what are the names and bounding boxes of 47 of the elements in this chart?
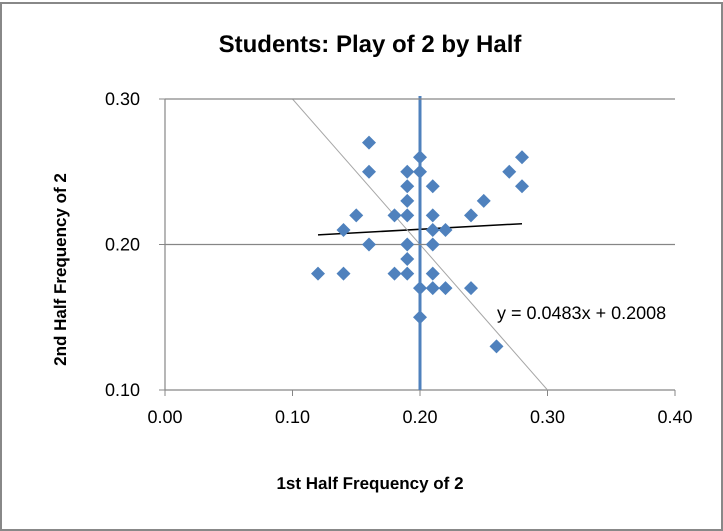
x-tick-label: 0.40 — [657, 407, 693, 427]
y-tick-label: 0.10 — [104, 380, 140, 400]
y-tick-label: 0.30 — [104, 89, 140, 109]
point — [336, 222, 350, 237]
x-tick-label: 0.10 — [274, 407, 310, 427]
point — [349, 208, 364, 222]
point — [502, 164, 516, 179]
point — [413, 150, 427, 164]
point — [413, 310, 427, 324]
point — [336, 266, 350, 281]
point — [426, 238, 440, 252]
chart-title: Students: Play of 2 by Half — [218, 31, 522, 58]
point — [476, 194, 491, 208]
y-tick-label: 0.20 — [104, 234, 140, 254]
point — [426, 179, 440, 194]
point — [438, 222, 452, 237]
point — [464, 281, 478, 296]
point — [426, 208, 440, 222]
point — [400, 194, 414, 208]
point — [413, 164, 427, 179]
point — [362, 136, 376, 150]
point — [388, 266, 402, 281]
annotation: y = 0.0483x + 0.2008 — [497, 303, 666, 323]
point — [400, 164, 414, 179]
point — [400, 238, 414, 252]
point — [400, 266, 414, 281]
point — [515, 150, 529, 164]
point — [388, 208, 402, 222]
point — [400, 179, 414, 194]
point — [311, 266, 325, 281]
point — [362, 164, 376, 179]
point — [426, 222, 440, 237]
point — [515, 179, 529, 194]
point — [426, 266, 440, 281]
point — [464, 208, 478, 222]
point — [426, 281, 440, 296]
point — [490, 339, 504, 354]
point — [362, 238, 376, 252]
point — [438, 281, 452, 296]
x-tick-label: 0.20 — [402, 407, 438, 427]
point — [400, 252, 414, 266]
x-axis-title: 1st Half Frequency of 2 — [276, 474, 464, 493]
point — [400, 208, 414, 222]
x-tick-label: 0.00 — [147, 407, 183, 427]
x-tick-label: 0.30 — [530, 407, 566, 427]
y-axis-title: 2nd Half Frequency of 2 — [51, 173, 70, 366]
point — [413, 281, 427, 296]
